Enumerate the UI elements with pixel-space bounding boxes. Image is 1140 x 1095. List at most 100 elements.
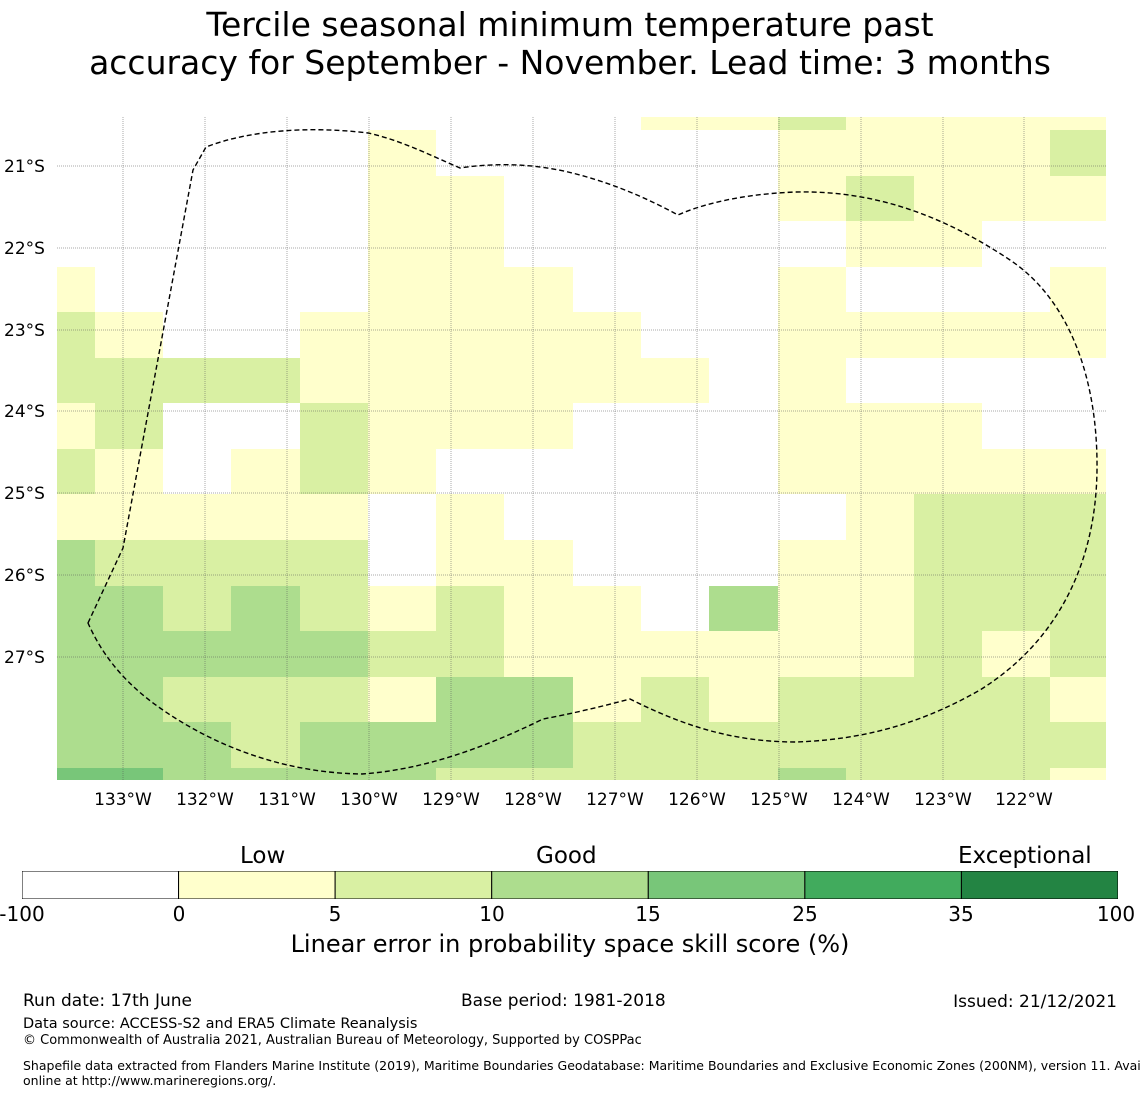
latitude-labels: 21°S 22°S 23°S 24°S 25°S 26°S 27°S xyxy=(4,157,45,668)
shapefile-credit-line-2: online at http://www.marineregions.org/. xyxy=(23,1073,277,1088)
skill-cell xyxy=(778,403,982,449)
skill-cell xyxy=(57,722,231,768)
skill-cell xyxy=(300,403,368,449)
skill-cell xyxy=(436,540,573,586)
colorbar-tick: 5 xyxy=(328,902,342,926)
skill-cell xyxy=(368,586,436,631)
map-title: Tercile seasonal minimum temperature pas… xyxy=(0,6,1140,82)
skill-cell xyxy=(709,677,778,722)
colorbar-category-exceptional: Exceptional xyxy=(958,843,1092,869)
longitude-label: 128°W xyxy=(504,790,562,810)
skill-cell xyxy=(914,494,1106,540)
colorbar-label: Linear error in probability space skill … xyxy=(290,930,850,958)
skill-cell xyxy=(231,449,300,494)
longitude-label: 126°W xyxy=(668,790,726,810)
longitude-label: 131°W xyxy=(258,790,316,810)
skill-cell xyxy=(57,768,163,780)
skill-cell xyxy=(57,494,368,540)
skill-cell xyxy=(914,631,982,677)
longitude-label: 132°W xyxy=(176,790,234,810)
skill-cell xyxy=(846,768,1050,780)
skill-cell xyxy=(436,586,504,631)
colorbar-swatch xyxy=(491,871,649,899)
longitude-label: 124°W xyxy=(832,790,890,810)
skill-cell xyxy=(368,176,504,221)
colorbar-swatch xyxy=(22,871,180,899)
colorbar-swatch xyxy=(334,871,493,899)
skill-cell xyxy=(914,176,1106,221)
skill-cell xyxy=(846,117,1106,130)
longitude-label: 125°W xyxy=(750,790,808,810)
longitude-label: 130°W xyxy=(340,790,398,810)
skill-cell xyxy=(163,768,436,780)
skill-cell xyxy=(778,358,846,403)
latitude-label: 21°S xyxy=(4,157,45,177)
skill-cell xyxy=(1050,130,1106,176)
colorbar-category-low: Low xyxy=(240,843,286,869)
longitude-label: 133°W xyxy=(94,790,152,810)
skill-cell xyxy=(57,403,95,449)
skill-cell xyxy=(95,312,163,358)
skill-cell xyxy=(300,722,573,768)
latitude-label: 25°S xyxy=(4,484,45,504)
colorbar-tick: 25 xyxy=(792,902,818,926)
skill-cell xyxy=(1050,677,1106,722)
colorbar-swatch xyxy=(804,871,962,899)
colorbar-tick: 0 xyxy=(172,902,186,926)
skill-cell xyxy=(300,312,641,358)
skill-cell xyxy=(846,494,914,540)
issued-date: Issued: 21/12/2021 xyxy=(953,992,1117,1012)
longitude-labels: 133°W 132°W 131°W 130°W 129°W 128°W 127°W 126°W… xyxy=(94,790,1053,810)
longitude-label: 127°W xyxy=(586,790,644,810)
run-date: Run date: 17th June xyxy=(23,991,192,1011)
skill-cell xyxy=(641,117,778,130)
skill-cell xyxy=(1050,631,1106,677)
latitude-label: 23°S xyxy=(4,321,45,341)
skill-grid xyxy=(57,117,1106,780)
skill-cell xyxy=(368,677,436,722)
base-period: Base period: 1981-2018 xyxy=(461,991,666,1011)
skill-cell xyxy=(57,631,368,677)
skill-cell xyxy=(778,768,846,780)
latitude-label: 22°S xyxy=(4,239,45,259)
colorbar-tick: 10 xyxy=(479,902,505,926)
skill-cell xyxy=(163,586,231,631)
copyright: © Commonwealth of Australia 2021, Austra… xyxy=(23,1033,642,1048)
skill-cell xyxy=(778,540,914,586)
skill-cell xyxy=(846,176,914,221)
colorbar-swatch xyxy=(647,871,806,899)
skill-cell xyxy=(914,586,1106,631)
skill-cell xyxy=(778,449,1106,494)
latitude-label: 24°S xyxy=(4,402,45,422)
skill-cell xyxy=(300,586,368,631)
skill-cell xyxy=(95,403,163,449)
skill-cell xyxy=(231,586,300,631)
skill-cell xyxy=(914,540,1106,586)
skill-cell xyxy=(504,586,641,631)
skill-cell xyxy=(778,677,1050,722)
skill-cell xyxy=(57,449,95,494)
skill-cell xyxy=(57,312,95,358)
skill-cell xyxy=(778,130,846,176)
skill-cell xyxy=(641,677,709,722)
skill-cell xyxy=(300,358,709,403)
skill-cell xyxy=(368,449,436,494)
colorbar-tick: 15 xyxy=(635,902,661,926)
skill-cell xyxy=(778,586,914,631)
title-line-2: accuracy for September - November. Lead … xyxy=(89,43,1051,82)
latitude-label: 27°S xyxy=(4,648,45,668)
skill-cell xyxy=(231,722,300,768)
skill-cell xyxy=(1050,768,1106,780)
skill-cell xyxy=(368,631,504,677)
skill-cell xyxy=(846,130,1050,176)
skill-cell xyxy=(95,586,163,631)
skill-cell xyxy=(368,403,573,449)
skill-cell xyxy=(436,768,778,780)
colorbar-tick: -100 xyxy=(0,902,45,926)
skill-cell xyxy=(573,722,1106,768)
eez-boundary xyxy=(87,129,1098,775)
title-line-1: Tercile seasonal minimum temperature pas… xyxy=(206,5,934,44)
skill-cell xyxy=(982,631,1050,677)
skill-cell xyxy=(846,221,982,267)
skill-cell xyxy=(709,586,778,631)
